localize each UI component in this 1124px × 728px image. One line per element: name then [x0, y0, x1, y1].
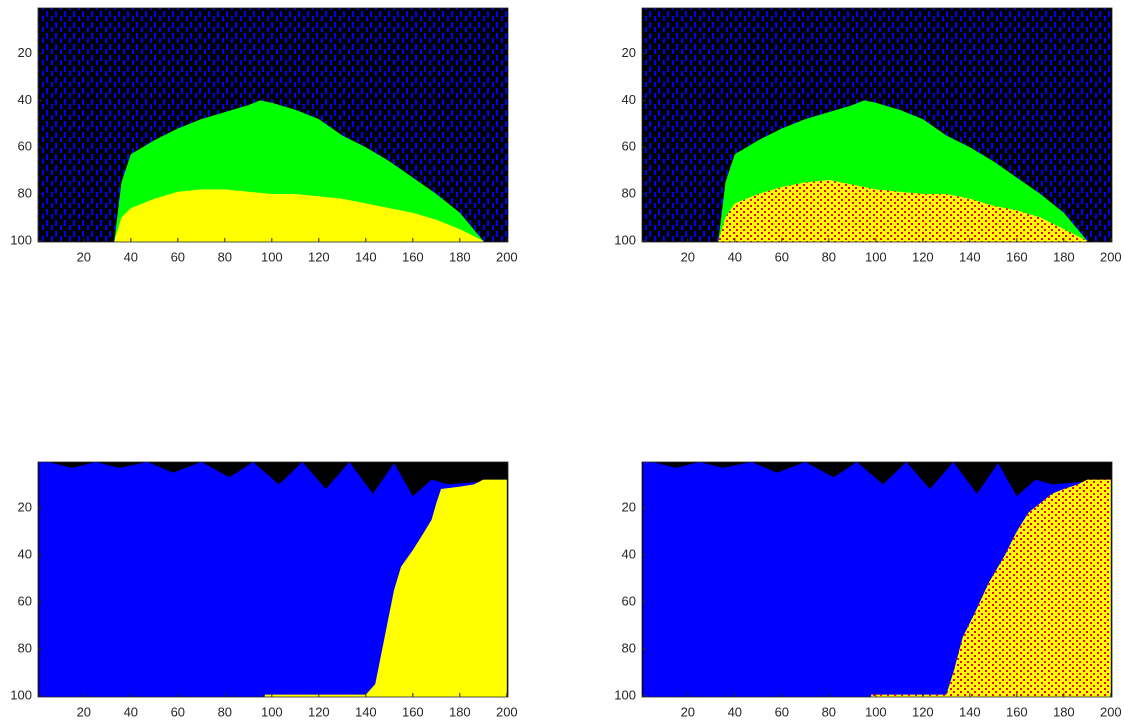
x-tick-label: 180: [1053, 704, 1075, 719]
x-tick-label: 40: [728, 704, 742, 719]
x-tick-label: 200: [496, 249, 518, 264]
y-tick-label: 60: [18, 593, 32, 608]
x-tick-label: 120: [912, 704, 934, 719]
x-tick-label: 140: [959, 704, 981, 719]
x-tick-label: 40: [124, 249, 138, 264]
x-tick-label: 200: [496, 704, 518, 719]
x-tick-label: 20: [681, 704, 695, 719]
region: [264, 479, 507, 697]
y-tick-label: 20: [622, 499, 636, 514]
x-tick-label: 80: [822, 249, 836, 264]
x-tick-label: 60: [775, 249, 789, 264]
x-tick-label: 100: [865, 249, 887, 264]
x-tick-label: 80: [218, 704, 232, 719]
x-tick-label: 80: [218, 249, 232, 264]
x-tick-label: 60: [171, 249, 185, 264]
x-tick-label: 60: [171, 704, 185, 719]
x-tick-label: 20: [681, 249, 695, 264]
region-speckle: [871, 479, 1111, 697]
x-tick-label: 180: [449, 249, 471, 264]
y-tick-label: 100: [10, 232, 32, 247]
region: [114, 189, 484, 242]
x-tick-label: 120: [308, 704, 330, 719]
y-tick-label: 100: [614, 232, 636, 247]
y-tick-label: 60: [622, 593, 636, 608]
x-tick-label: 20: [77, 704, 91, 719]
axes-box: [37, 7, 509, 243]
x-tick-label: 160: [1006, 704, 1028, 719]
x-tick-label: 80: [822, 704, 836, 719]
x-tick-label: 160: [402, 249, 424, 264]
x-tick-label: 100: [865, 704, 887, 719]
y-tick-label: 60: [622, 139, 636, 154]
y-tick-label: 40: [622, 546, 636, 561]
y-tick-label: 80: [622, 640, 636, 655]
x-tick-label: 160: [1006, 249, 1028, 264]
region-speckle: [718, 179, 1088, 242]
y-tick-label: 100: [10, 687, 32, 702]
y-tick-label: 60: [18, 139, 32, 154]
x-tick-label: 200: [1100, 249, 1122, 264]
x-tick-label: 40: [124, 704, 138, 719]
x-tick-label: 160: [402, 704, 424, 719]
y-tick-label: 80: [18, 640, 32, 655]
y-tick-label: 40: [18, 92, 32, 107]
y-tick-label: 80: [18, 185, 32, 200]
x-tick-label: 140: [355, 704, 377, 719]
x-tick-label: 120: [308, 249, 330, 264]
y-tick-label: 80: [622, 185, 636, 200]
axes-box: [641, 461, 1113, 698]
x-tick-label: 140: [355, 249, 377, 264]
x-tick-label: 40: [728, 249, 742, 264]
x-tick-label: 140: [959, 249, 981, 264]
x-tick-label: 120: [912, 249, 934, 264]
y-tick-label: 40: [18, 546, 32, 561]
x-tick-label: 200: [1100, 704, 1122, 719]
y-tick-label: 20: [18, 45, 32, 60]
x-tick-label: 100: [261, 249, 283, 264]
y-tick-label: 40: [622, 92, 636, 107]
y-tick-label: 100: [614, 687, 636, 702]
y-tick-label: 20: [18, 499, 32, 514]
axes-box: [641, 7, 1113, 243]
axes-box: [37, 461, 509, 698]
x-tick-label: 180: [449, 704, 471, 719]
x-tick-label: 100: [261, 704, 283, 719]
x-tick-label: 180: [1053, 249, 1075, 264]
x-tick-label: 20: [77, 249, 91, 264]
y-tick-label: 20: [622, 45, 636, 60]
x-tick-label: 60: [775, 704, 789, 719]
